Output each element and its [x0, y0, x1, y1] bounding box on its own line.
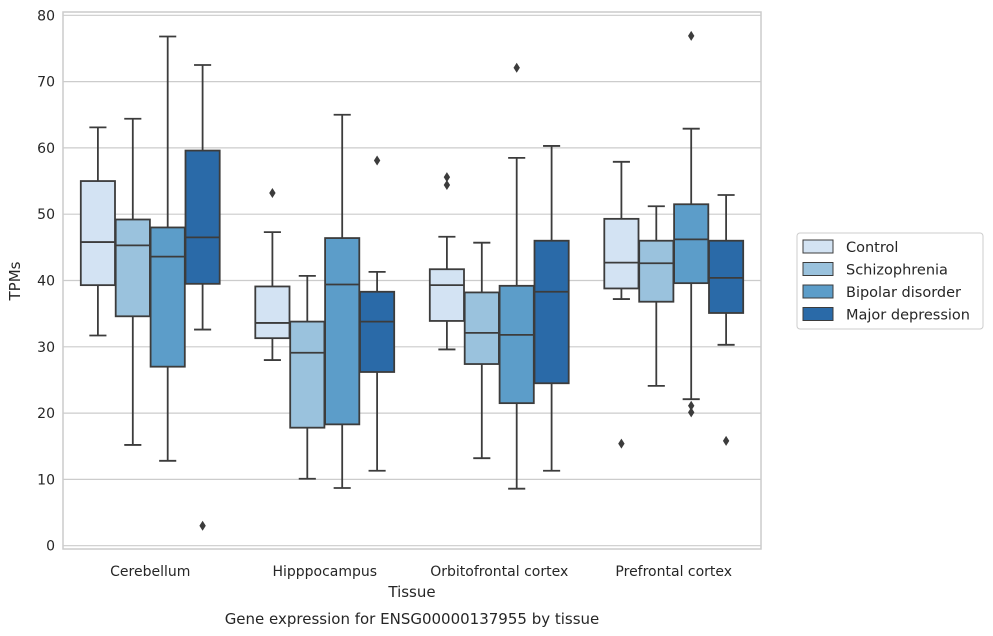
- outlier-point: [688, 400, 695, 411]
- y-tick-label: 60: [37, 141, 55, 157]
- legend: Control Schizophrenia Bipolar disorder Majo…: [796, 232, 984, 330]
- box-iqr: [359, 290, 396, 373]
- y-tick-label: 50: [37, 207, 55, 223]
- box-schizophrenia: [289, 274, 326, 480]
- y-axis-label: TPMs: [6, 261, 24, 301]
- legend-label: Schizophrenia: [846, 263, 948, 279]
- legend-frame: [796, 232, 984, 330]
- box-control: [79, 126, 116, 337]
- box-bipolar-disorder: [673, 30, 710, 418]
- y-tick-label: 30: [37, 340, 55, 356]
- legend-swatch: [802, 284, 834, 299]
- legend-label: Bipolar disorder: [846, 285, 961, 301]
- box-schizophrenia: [638, 205, 675, 387]
- legend-label: Control: [846, 240, 898, 256]
- legend-label: Major depression: [846, 308, 970, 324]
- y-tick-label: 0: [46, 539, 55, 555]
- outlier-point: [443, 172, 451, 183]
- outlier-point: [373, 155, 381, 166]
- box-iqr: [428, 268, 465, 322]
- plot-area-border: [62, 11, 762, 550]
- box-iqr: [498, 284, 535, 405]
- box-iqr: [184, 149, 221, 285]
- y-tick-labels: 0 10 20 30 40 50 60 70 80: [37, 8, 55, 554]
- outlier-point: [618, 438, 625, 449]
- x-tick-label: Hipppocampus: [272, 564, 377, 580]
- outlier-point: [443, 180, 451, 191]
- outlier-point: [199, 520, 206, 531]
- box-major-depression: [184, 64, 221, 531]
- box-major-depression: [708, 194, 745, 446]
- y-tick-label: 80: [37, 8, 55, 24]
- x-tick-labels: Cerebellum Hipppocampus Orbitofrontal cort…: [110, 564, 732, 580]
- box-control: [254, 187, 291, 361]
- y-tick-label: 40: [37, 274, 55, 290]
- box-bipolar-disorder: [149, 35, 186, 462]
- box-iqr: [289, 320, 326, 429]
- box-iqr: [533, 239, 570, 385]
- box-iqr: [149, 226, 186, 368]
- box-iqr: [254, 285, 291, 340]
- box-major-depression: [359, 155, 396, 472]
- box-iqr: [673, 203, 710, 285]
- legend-swatch: [802, 307, 834, 321]
- legend-swatch: [802, 262, 834, 276]
- box-schizophrenia: [114, 117, 151, 446]
- box-iqr: [463, 291, 500, 365]
- box-schizophrenia: [463, 241, 500, 460]
- box-control: [428, 172, 465, 351]
- outlier-point: [513, 62, 520, 73]
- box-control: [603, 160, 640, 449]
- box-series: [79, 30, 745, 531]
- x-tick-label: Orbitofrontal cortex: [430, 564, 568, 580]
- outlier-point: [688, 407, 695, 418]
- x-tick-label: Prefrontal cortex: [615, 564, 732, 580]
- outlier-point: [269, 187, 276, 198]
- legend-swatch: [802, 239, 834, 254]
- box-iqr: [79, 180, 116, 287]
- box-major-depression: [533, 145, 570, 472]
- y-tick-label: 20: [37, 406, 55, 422]
- box-iqr: [708, 239, 745, 314]
- x-axis-label: Tissue: [387, 583, 435, 601]
- box-iqr: [603, 217, 640, 290]
- box-iqr: [324, 237, 361, 426]
- y-tick-label: 10: [37, 472, 55, 488]
- box-bipolar-disorder: [498, 62, 535, 490]
- outlier-point: [688, 30, 695, 41]
- x-tick-label: Cerebellum: [110, 564, 190, 580]
- box-iqr: [114, 218, 151, 318]
- box-iqr: [638, 239, 675, 303]
- outlier-point: [722, 435, 730, 446]
- chart-caption: Gene expression for ENSG00000137955 by t…: [225, 610, 600, 628]
- y-tick-label: 70: [37, 75, 55, 91]
